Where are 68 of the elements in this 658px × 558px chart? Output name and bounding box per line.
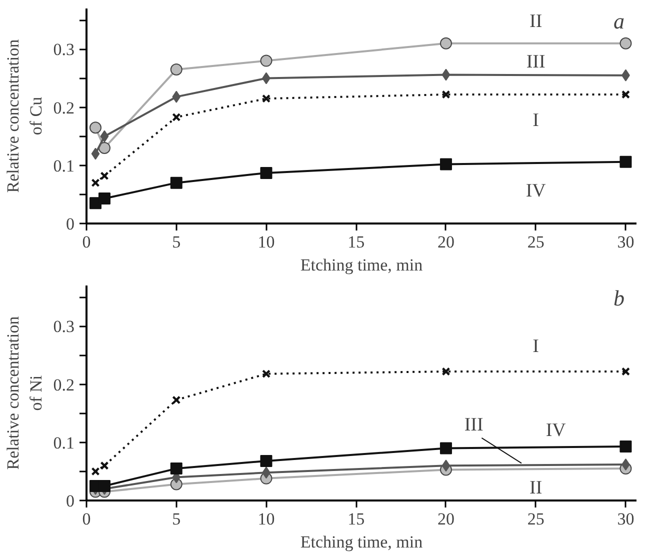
y-tick-label: 0.2 [53,375,74,394]
point [262,370,271,378]
point [620,156,632,168]
series-label: II [530,10,542,32]
point [98,192,110,205]
point [91,467,100,476]
point [620,440,632,452]
x-axis-title: Etching time, min [300,256,424,274]
point [98,142,110,154]
point [440,158,452,170]
x-tick-label: 5 [172,232,181,252]
point [260,54,272,67]
x-tick-label: 25 [527,510,544,528]
series-label: III [464,414,484,436]
point [620,37,632,50]
x-tick-label: 10 [258,232,275,252]
y-tick-label: 0.1 [53,433,74,452]
series-label: I [532,336,540,357]
point [442,367,450,376]
point [170,462,182,475]
point [621,367,630,376]
x-tick-label: 25 [527,232,544,252]
x-tick-label: 15 [348,232,365,252]
series-label: I [532,110,540,131]
x-tick-label: 30 [617,232,634,252]
point [170,176,182,189]
point [260,454,272,467]
point [100,130,109,142]
y-tick-label: 0 [66,214,74,234]
x-tick-label: 5 [172,510,181,528]
point [172,90,181,103]
x-tick-label: 15 [348,510,365,528]
point [440,442,452,454]
y-tick-label: 0.1 [53,156,74,176]
x-tick-label: 30 [617,510,634,528]
x-tick-label: 10 [258,510,275,528]
point [440,37,452,50]
point [442,460,450,472]
point [262,94,271,103]
series-label: IV [526,180,546,202]
series-label: IV [546,420,566,441]
y-tick-label: 0 [66,492,74,510]
x-tick-label: 0 [82,510,91,528]
y-tick-label: 0.2 [53,98,74,118]
point [260,166,272,179]
chart-title: a [614,8,624,34]
y-tick-label: 0.3 [53,40,74,60]
point [172,112,181,122]
x-axis-title: Etching time, min [300,532,424,552]
y-axis-title: Relative concentration of Cu [3,38,46,193]
point [91,178,100,188]
x-tick-label: 20 [437,510,454,528]
x-tick-label: 0 [82,232,91,252]
y-tick-label: 0.3 [53,317,74,336]
chart-title: b [614,286,624,310]
point [442,90,450,99]
series-label: II [530,478,542,499]
point [89,122,102,134]
series-label: III [526,52,546,73]
point [100,461,109,470]
point [91,148,100,160]
point [100,172,109,180]
point [621,90,630,99]
point [442,68,450,81]
point [170,64,182,76]
point [172,396,181,404]
x-tick-label: 20 [437,232,454,252]
y-axis-title: Relative concentration of Ni [3,316,46,470]
